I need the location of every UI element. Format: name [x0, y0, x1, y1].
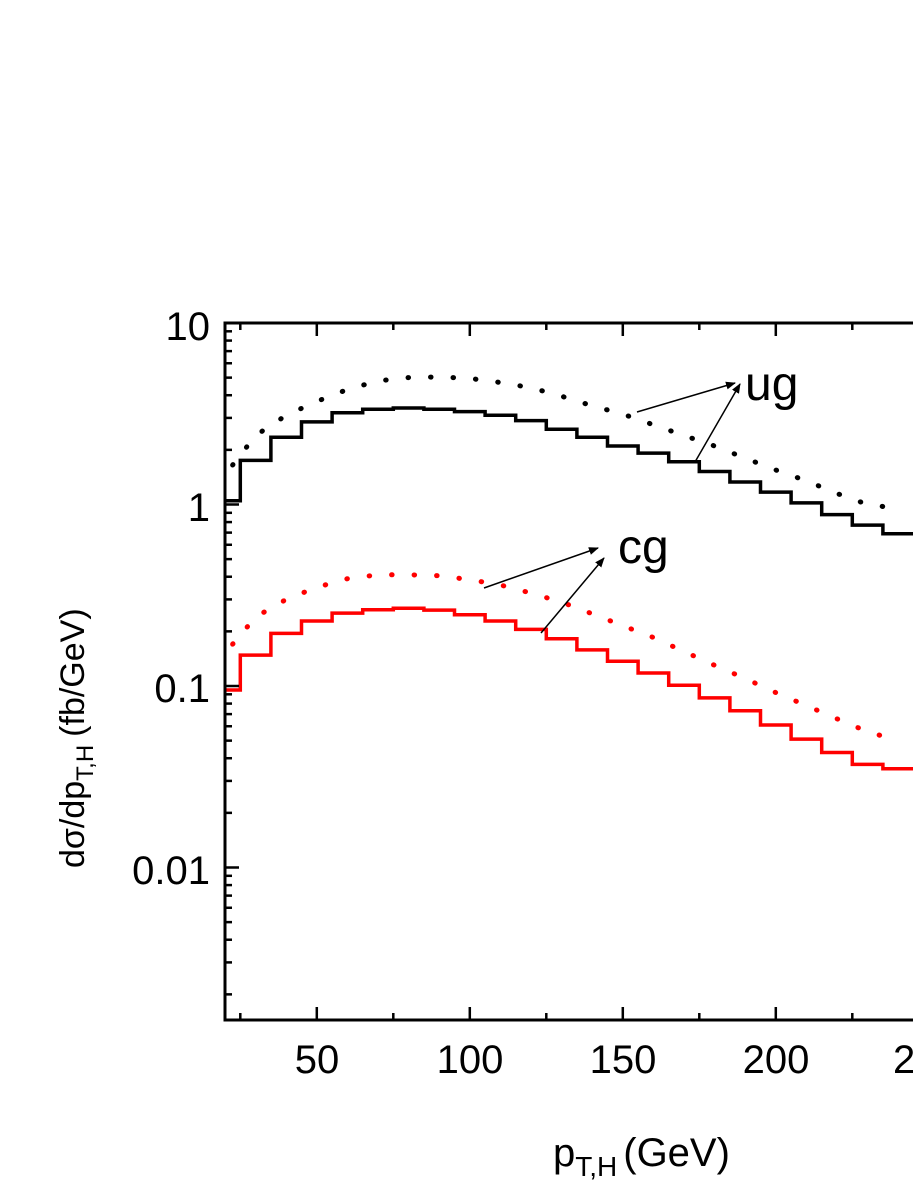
- x-tick-label: 150: [590, 1038, 657, 1082]
- y-tick-labels: 10 1 0.1 0.01: [132, 305, 210, 893]
- svg-text:dσ/dpT,H(fb/GeV): dσ/dpT,H (fb/GeV): [54, 608, 99, 868]
- series-ug-solid: [225, 406, 913, 536]
- x-tick-label: 2: [893, 1038, 913, 1082]
- y-axis-title-unit: (fb/GeV): [54, 608, 92, 736]
- axis-frame: [223, 321, 913, 1022]
- y-axis-title-pre: dσ/dp: [54, 781, 92, 868]
- ug-label: ug: [745, 358, 798, 411]
- x-axis-title-sub: T,H: [575, 1151, 617, 1182]
- ug-solid-arrow: [694, 383, 741, 463]
- cg-dotted-arrow: [483, 547, 599, 589]
- x-tick-label: 50: [295, 1038, 340, 1082]
- x-tick-label: 200: [743, 1038, 810, 1082]
- y-tick-label: 0.01: [132, 849, 210, 893]
- cg-solid-arrow: [540, 557, 605, 634]
- y-tick-label: 10: [166, 305, 211, 349]
- x-axis-title: pT,H (GeV): [553, 1131, 730, 1182]
- y-axis-title: dσ/dpT,H (fb/GeV): [54, 608, 99, 868]
- ug-dotted-arrow: [636, 381, 736, 413]
- x-tick-label: 100: [437, 1038, 504, 1082]
- cg-annotation: cg: [483, 521, 669, 634]
- y-tick-label: 1: [188, 486, 210, 530]
- y-axis-title-sub: T,H: [72, 745, 99, 781]
- series-ug-dotted: [230, 374, 901, 511]
- cg-label: cg: [618, 521, 669, 574]
- x-axis-title-base: p: [553, 1131, 575, 1175]
- x-tick-labels: 50 100 150 200 2: [295, 1038, 913, 1082]
- series-cg-dotted: [230, 572, 901, 744]
- plot-area: [225, 374, 913, 771]
- series-cg-solid: [225, 606, 913, 771]
- x-axis-title-unit: (GeV): [623, 1131, 730, 1175]
- axes: [223, 321, 913, 1022]
- y-tick-label: 0.1: [154, 667, 210, 711]
- svg-text:pT,H(GeV): pT,H (GeV): [553, 1131, 730, 1182]
- ug-annotation: ug: [636, 358, 798, 463]
